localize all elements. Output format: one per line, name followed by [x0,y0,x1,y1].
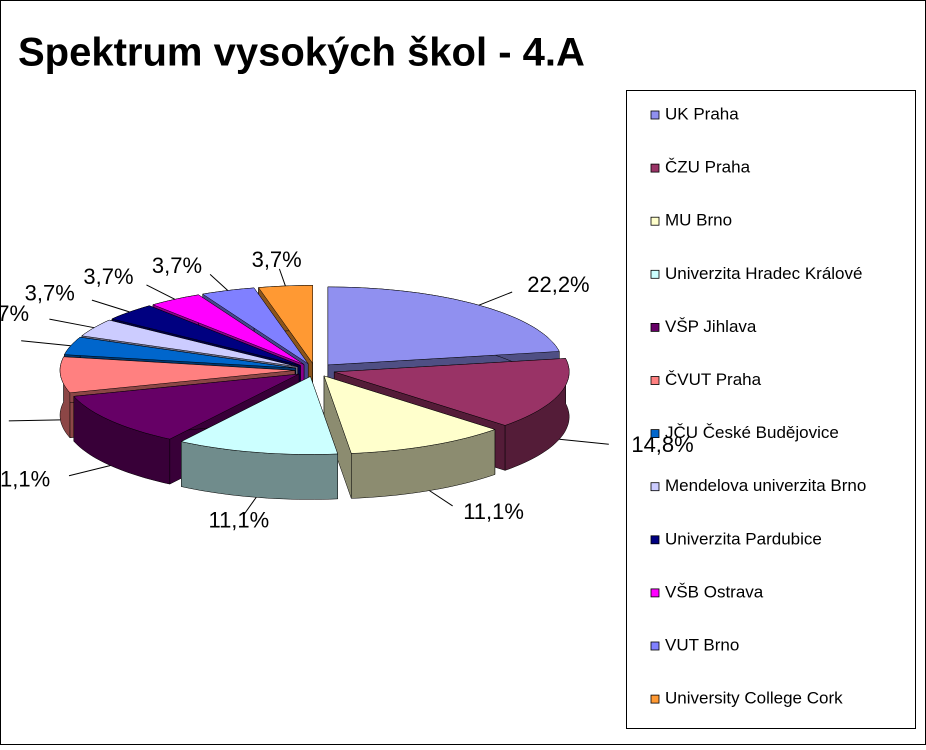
slice-top [59,356,296,394]
legend-swatch [650,269,660,279]
slice-top [334,358,570,426]
legend-label: ČVUT Praha [665,370,762,389]
legend-swatch [650,535,660,545]
data-label: 22,2% [527,272,589,297]
slice-top [73,373,300,440]
leader-line [559,438,609,445]
leader-line [243,497,257,515]
slice-top [327,286,560,366]
leader-line [429,490,453,507]
legend-label: Univerzita Hradec Králové [665,264,862,283]
slice-top [152,294,305,365]
legend-label: UK Praha [665,104,739,123]
legend-label: JČU České Budějovice [665,423,839,442]
legend-swatch [650,482,660,492]
data-label: 14,8% [631,432,693,457]
leader-line [49,318,95,329]
data-label: 3,7% [252,247,302,272]
data-label: 3,7% [0,301,29,326]
legend-swatch [650,110,660,120]
legend-label: Mendelova univerzita Brno [665,476,866,495]
legend-label: University College Cork [665,689,843,708]
legend-swatch [650,588,660,598]
leader-line [278,268,286,287]
data-label: 11,1% [463,499,524,524]
data-label: 3,7% [25,281,75,306]
legend-swatch [650,694,660,704]
slice [180,376,339,500]
leader-line [68,465,111,477]
data-label: 11,1% [208,507,269,532]
chart-title: Spektrum vysokých škol - 4.A [18,31,585,75]
leader-line [146,284,176,300]
leader-line [21,340,71,347]
slice-top [258,285,313,365]
slice-top [63,336,296,369]
legend-swatch [650,216,660,226]
legend-label: MU Brno [665,211,732,230]
data-label: 11,1% [0,466,50,491]
legend-label: VŠB Ostrava [665,582,764,601]
legend-label: Univerzita Pardubice [665,529,822,548]
slice-top [111,305,301,366]
data-label: 3,7% [152,253,202,278]
leader-line [91,299,130,313]
legend-swatch [650,376,660,385]
legend-swatch [650,641,660,651]
slice [323,375,496,499]
legend-swatch [650,163,660,173]
slice-top [180,376,339,455]
leader-line [8,419,61,422]
leader-line [209,273,229,291]
legend-swatch [650,429,660,439]
data-label: 3,7% [83,264,133,289]
legend-label: VUT Brno [665,635,739,654]
slice-top [202,287,309,365]
legend-box [626,90,916,729]
slice-top [323,375,496,454]
legend-label: ČZU Praha [665,158,751,177]
legend-label: VŠP Jihlava [665,317,757,336]
legend-swatch [650,322,660,332]
leader-line [478,291,513,306]
